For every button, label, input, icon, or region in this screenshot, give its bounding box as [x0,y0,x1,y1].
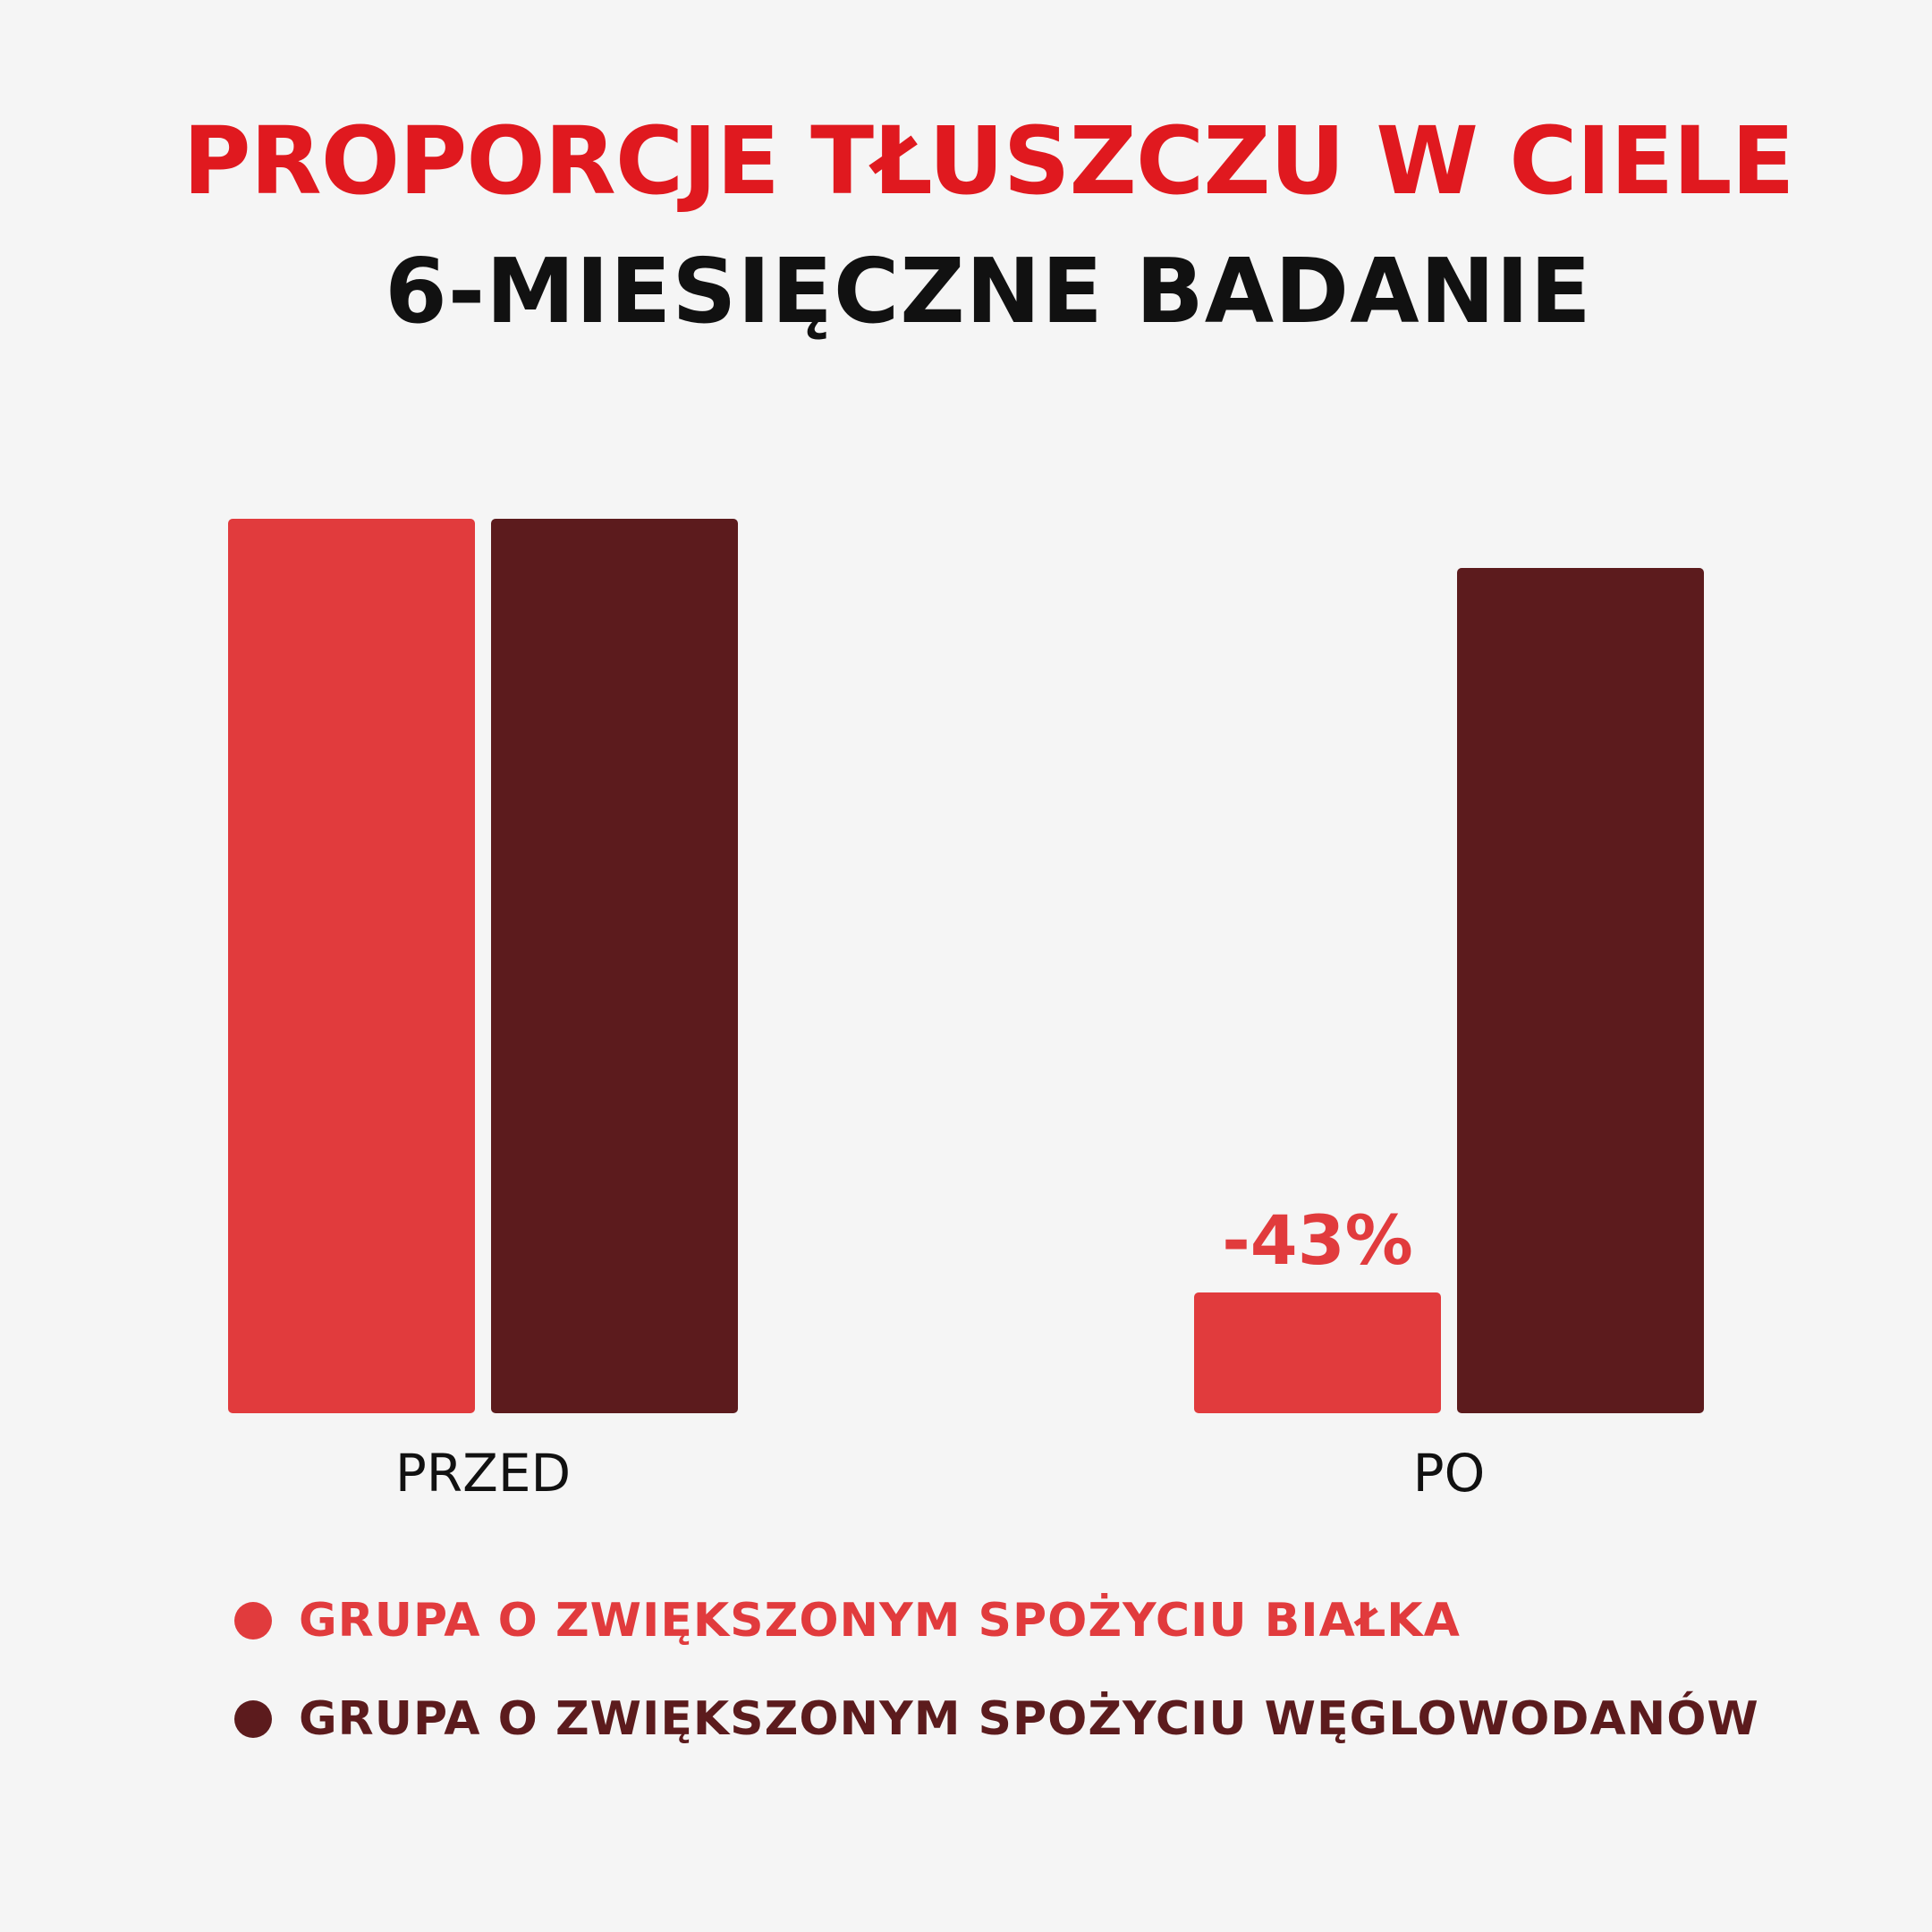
legend-label-protein: GRUPA O ZWIĘKSZONYM SPOŻYCIU BIAŁKA [299,1594,1461,1648]
x-tick-label-po: PO [1413,1443,1486,1504]
x-tick-label-przed: PRZED [395,1443,571,1504]
bar-po-protein [1194,1292,1441,1413]
bar-przed-protein [228,519,475,1413]
bar-przed-carbs [491,519,738,1413]
chart-title: PROPORCJE TŁUSZCZU W CIELE [182,106,1794,216]
data-label-po-protein: -43% [1222,1200,1412,1280]
chart-subtitle: 6-MIESIĘCZNE BADANIE [385,239,1592,343]
legend-item-carbs: GRUPA O ZWIĘKSZONYM SPOŻYCIU WĘGLOWODANÓ… [234,1692,1759,1746]
legend-swatch-protein [234,1602,272,1640]
legend-label-carbs: GRUPA O ZWIĘKSZONYM SPOŻYCIU WĘGLOWODANÓ… [299,1692,1759,1746]
legend-item-protein: GRUPA O ZWIĘKSZONYM SPOŻYCIU BIAŁKA [234,1594,1461,1648]
legend-swatch-carbs [234,1700,272,1738]
bar-po-carbs [1457,568,1704,1413]
